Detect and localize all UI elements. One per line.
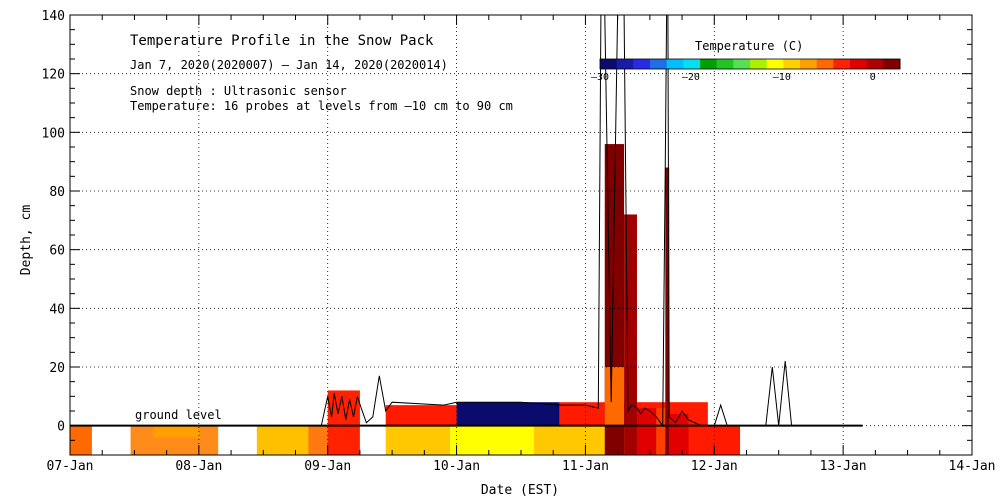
temperature-cell	[327, 390, 360, 455]
y-tick-label: 80	[49, 185, 65, 200]
temperature-cell	[669, 413, 689, 455]
temperature-cell	[359, 425, 386, 455]
colorbar-swatch	[650, 59, 668, 69]
colorbar-swatch	[733, 59, 751, 69]
y-axis-label: Depth, cm	[19, 205, 34, 276]
x-axis-label: Date (EST)	[481, 483, 559, 498]
x-tick-label: 10-Jan	[433, 459, 480, 474]
x-tick-label: 08-Jan	[175, 459, 222, 474]
temperature-cell	[624, 214, 637, 455]
colorbar-swatch	[816, 59, 834, 69]
colorbar-swatch	[666, 59, 684, 69]
y-axis-ticks: 0 20 40 60 80 100 120 140	[42, 9, 972, 456]
colorbar-swatch	[833, 59, 851, 69]
colorbar-tick-label: –30	[591, 72, 609, 83]
y-tick-label: 140	[42, 9, 65, 24]
colorbar-swatch	[633, 59, 651, 69]
colorbar-tick-label: –20	[682, 72, 700, 83]
colorbar-title: Temperature (C)	[695, 39, 803, 53]
colorbar: –30 –20 –10 0	[591, 58, 901, 83]
temperature-cell	[604, 367, 625, 426]
x-tick-label: 14-Jan	[949, 459, 996, 474]
temperature-cell	[665, 167, 670, 456]
y-tick-label: 0	[57, 420, 65, 435]
chart-subtitle: Jan 7, 2020(2020007) – Jan 14, 2020(2020…	[130, 58, 448, 72]
colorbar-swatch	[783, 59, 801, 69]
plot-frame	[69, 14, 973, 456]
snow-depth-line	[70, 14, 863, 428]
colorbar-swatch	[766, 59, 784, 69]
temperature-cell	[656, 408, 666, 455]
y-tick-label: 100	[42, 126, 65, 141]
colorbar-swatch	[600, 59, 618, 69]
colorbar-tick-label: –10	[773, 72, 791, 83]
temperature-cell	[636, 408, 657, 455]
colorbar-swatch	[800, 59, 818, 69]
colorbar-swatch	[866, 59, 884, 69]
ground-level-label: ground level	[135, 408, 222, 422]
temperature-cell	[385, 405, 457, 426]
x-tick-label: 13-Jan	[820, 459, 867, 474]
chart-title: Temperature Profile in the Snow Pack	[130, 33, 434, 49]
colorbar-swatch	[616, 59, 634, 69]
x-tick-label: 11-Jan	[562, 459, 609, 474]
note-snow-depth: Snow depth : Ultrasonic sensor	[130, 84, 347, 98]
colorbar-swatch	[750, 59, 768, 69]
x-axis-ticks: 07-Jan 08-Jan 09-Jan 10-Jan 11-Jan 12-Jan 13-J…	[47, 15, 996, 474]
x-tick-label: 09-Jan	[304, 459, 351, 474]
y-tick-label: 20	[49, 361, 65, 376]
colorbar-swatch	[716, 59, 734, 69]
colorbar-tick-label: 0	[870, 72, 876, 83]
colorbar-swatch	[883, 59, 901, 69]
colorbar-swatch	[850, 59, 868, 69]
temperature-cell	[385, 425, 451, 455]
colorbar-swatch	[683, 59, 701, 69]
colorbar-frame	[599, 58, 901, 70]
y-tick-label: 40	[49, 302, 65, 317]
grid-lines	[70, 15, 972, 455]
temperature-cell	[153, 425, 199, 438]
note-probes: Temperature: 16 probes at levels from –1…	[130, 99, 513, 113]
colorbar-swatch	[700, 59, 718, 69]
x-tick-label: 07-Jan	[47, 459, 94, 474]
y-tick-label: 60	[49, 244, 65, 259]
y-tick-label: 120	[42, 68, 65, 83]
x-tick-label: 12-Jan	[691, 459, 738, 474]
temperature-cell	[70, 425, 92, 455]
temperature-cell	[456, 402, 560, 426]
